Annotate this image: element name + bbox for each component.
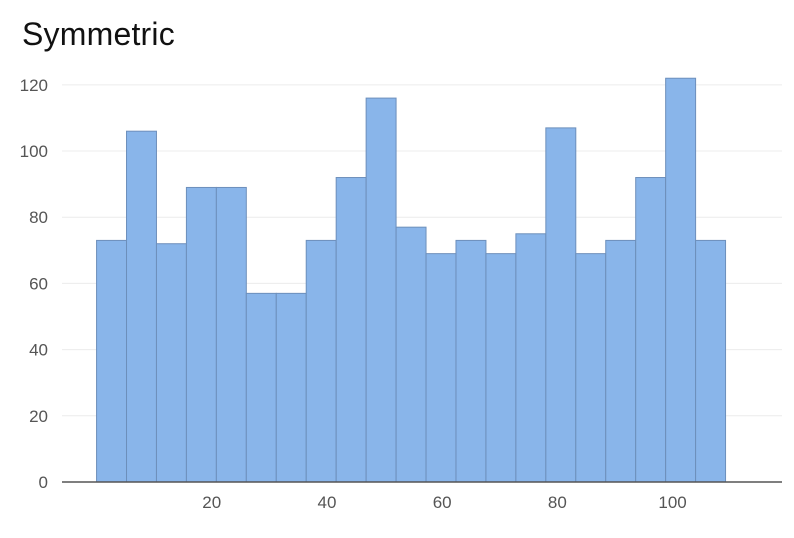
- y-tick-label: 20: [29, 407, 48, 426]
- histogram-bar: [305, 239, 337, 483]
- tick-labels: 0 20 40 60 80 100 120 20 40 60 80 100: [20, 76, 687, 512]
- histogram-bar: [365, 97, 397, 483]
- histogram-bars: [96, 77, 727, 483]
- histogram-bar: [425, 253, 457, 483]
- y-tick-label: 60: [29, 274, 48, 293]
- chart-title: Symmetric: [22, 16, 175, 52]
- histogram-bar: [635, 177, 667, 483]
- y-tick-label: 80: [29, 208, 48, 227]
- histogram-bar: [275, 292, 307, 483]
- histogram-bar: [485, 253, 517, 483]
- histogram-bar: [395, 226, 427, 483]
- histogram-bar: [695, 239, 727, 483]
- histogram-bar: [665, 77, 697, 483]
- y-tick-label: 120: [20, 76, 48, 95]
- histogram-bar: [185, 186, 217, 483]
- x-tick-label: 20: [202, 493, 221, 512]
- histogram-bar: [96, 239, 128, 483]
- histogram-bar: [215, 186, 247, 483]
- x-tick-label: 100: [658, 493, 686, 512]
- histogram-bar: [605, 239, 637, 483]
- histogram-bar: [575, 253, 607, 483]
- histogram-bar: [515, 233, 547, 483]
- x-tick-label: 60: [433, 493, 452, 512]
- x-tick-label: 40: [317, 493, 336, 512]
- histogram-bar: [335, 177, 367, 483]
- histogram-bar: [155, 243, 187, 483]
- histogram-bar: [126, 130, 157, 483]
- y-tick-label: 40: [29, 341, 48, 360]
- histogram-bar: [245, 292, 277, 483]
- y-tick-label: 0: [39, 473, 48, 492]
- histogram-bar: [545, 127, 577, 483]
- histogram-bar: [455, 239, 487, 483]
- x-tick-label: 80: [548, 493, 567, 512]
- y-tick-label: 100: [20, 142, 48, 161]
